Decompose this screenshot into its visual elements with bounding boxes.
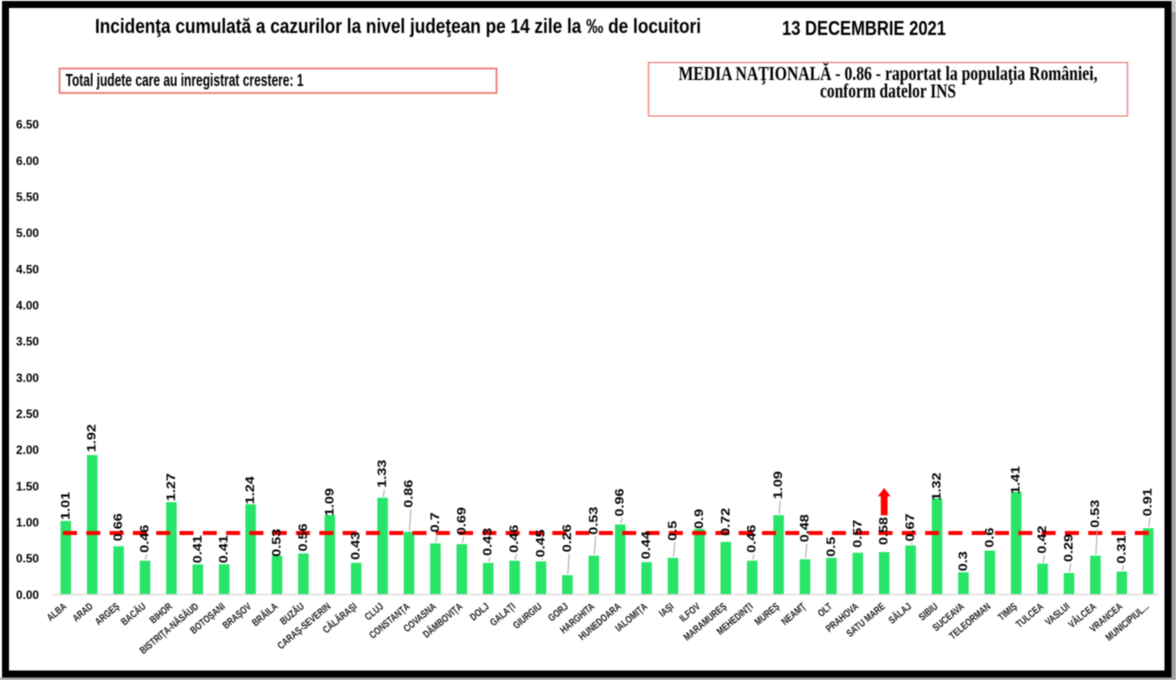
svg-text:1.50: 1.50 bbox=[16, 479, 39, 493]
svg-text:0.7: 0.7 bbox=[428, 512, 442, 532]
svg-text:13 DECEMBRIE 2021: 13 DECEMBRIE 2021 bbox=[782, 18, 946, 40]
svg-text:0.50: 0.50 bbox=[16, 552, 39, 566]
svg-text:0.66: 0.66 bbox=[111, 513, 125, 541]
svg-text:1.92: 1.92 bbox=[85, 424, 99, 452]
svg-text:1.01: 1.01 bbox=[58, 491, 72, 520]
svg-text:conform datelor INS: conform datelor INS bbox=[820, 81, 956, 103]
svg-text:1.33: 1.33 bbox=[375, 460, 389, 488]
svg-text:0.53: 0.53 bbox=[1088, 500, 1102, 528]
svg-text:0.53: 0.53 bbox=[270, 529, 284, 557]
svg-text:0.6: 0.6 bbox=[982, 528, 996, 548]
svg-text:0.3: 0.3 bbox=[956, 551, 970, 571]
svg-text:1.41: 1.41 bbox=[1009, 465, 1023, 494]
svg-text:0.72: 0.72 bbox=[718, 508, 732, 536]
svg-text:2.50: 2.50 bbox=[16, 407, 39, 421]
svg-text:0.69: 0.69 bbox=[454, 507, 468, 535]
svg-text:0.43: 0.43 bbox=[349, 532, 363, 560]
svg-text:0.00: 0.00 bbox=[16, 588, 39, 602]
svg-text:0.46: 0.46 bbox=[745, 525, 759, 553]
svg-text:0.53: 0.53 bbox=[586, 507, 600, 535]
svg-text:0.41: 0.41 bbox=[190, 535, 204, 564]
svg-text:Incidenţa cumulată a cazurilor: Incidenţa cumulată a cazurilor la nivel … bbox=[95, 16, 701, 38]
svg-text:0.57: 0.57 bbox=[850, 520, 864, 548]
svg-text:0.96: 0.96 bbox=[613, 488, 627, 516]
svg-text:MEDIA NAŢIONALĂ - 0.86 - rap: MEDIA NAŢIONALĂ - 0.86 - raportat la pop… bbox=[679, 61, 1098, 85]
svg-text:5.50: 5.50 bbox=[16, 190, 39, 204]
svg-text:0.29: 0.29 bbox=[1062, 534, 1076, 562]
svg-text:1.32: 1.32 bbox=[930, 472, 944, 500]
svg-text:1.27: 1.27 bbox=[164, 473, 178, 501]
svg-text:0.86: 0.86 bbox=[402, 480, 416, 508]
svg-text:0.5: 0.5 bbox=[666, 520, 680, 541]
svg-text:0.43: 0.43 bbox=[481, 528, 495, 556]
svg-text:Total judete care au inregistr: Total judete care au inregistrat crester… bbox=[66, 70, 304, 90]
svg-text:4.00: 4.00 bbox=[16, 299, 39, 313]
svg-text:0.58: 0.58 bbox=[877, 517, 891, 545]
svg-text:1.24: 1.24 bbox=[243, 476, 257, 505]
svg-text:0.26: 0.26 bbox=[560, 524, 574, 552]
svg-text:2.00: 2.00 bbox=[16, 443, 39, 457]
svg-text:6.00: 6.00 bbox=[16, 154, 39, 168]
svg-text:1.09: 1.09 bbox=[771, 471, 785, 499]
svg-text:0.44: 0.44 bbox=[639, 531, 653, 560]
svg-text:0.45: 0.45 bbox=[534, 529, 548, 558]
svg-text:5.00: 5.00 bbox=[16, 226, 39, 240]
svg-text:6.50: 6.50 bbox=[16, 118, 39, 132]
svg-text:0.56: 0.56 bbox=[296, 523, 310, 551]
svg-text:3.00: 3.00 bbox=[16, 371, 39, 385]
svg-text:0.46: 0.46 bbox=[138, 525, 152, 553]
svg-text:0.42: 0.42 bbox=[1035, 526, 1049, 554]
svg-text:1.00: 1.00 bbox=[16, 516, 39, 530]
svg-text:0.48: 0.48 bbox=[798, 514, 812, 542]
svg-text:3.50: 3.50 bbox=[16, 335, 39, 349]
svg-text:0.5: 0.5 bbox=[824, 536, 838, 557]
svg-text:4.50: 4.50 bbox=[16, 262, 39, 276]
svg-text:0.67: 0.67 bbox=[903, 513, 917, 541]
svg-text:0.9: 0.9 bbox=[692, 509, 706, 529]
svg-text:0.91: 0.91 bbox=[1141, 488, 1155, 517]
svg-text:0.41: 0.41 bbox=[217, 535, 231, 564]
svg-text:0.31: 0.31 bbox=[1114, 535, 1128, 564]
svg-text:1.09: 1.09 bbox=[322, 488, 336, 516]
svg-text:0.46: 0.46 bbox=[507, 525, 521, 553]
